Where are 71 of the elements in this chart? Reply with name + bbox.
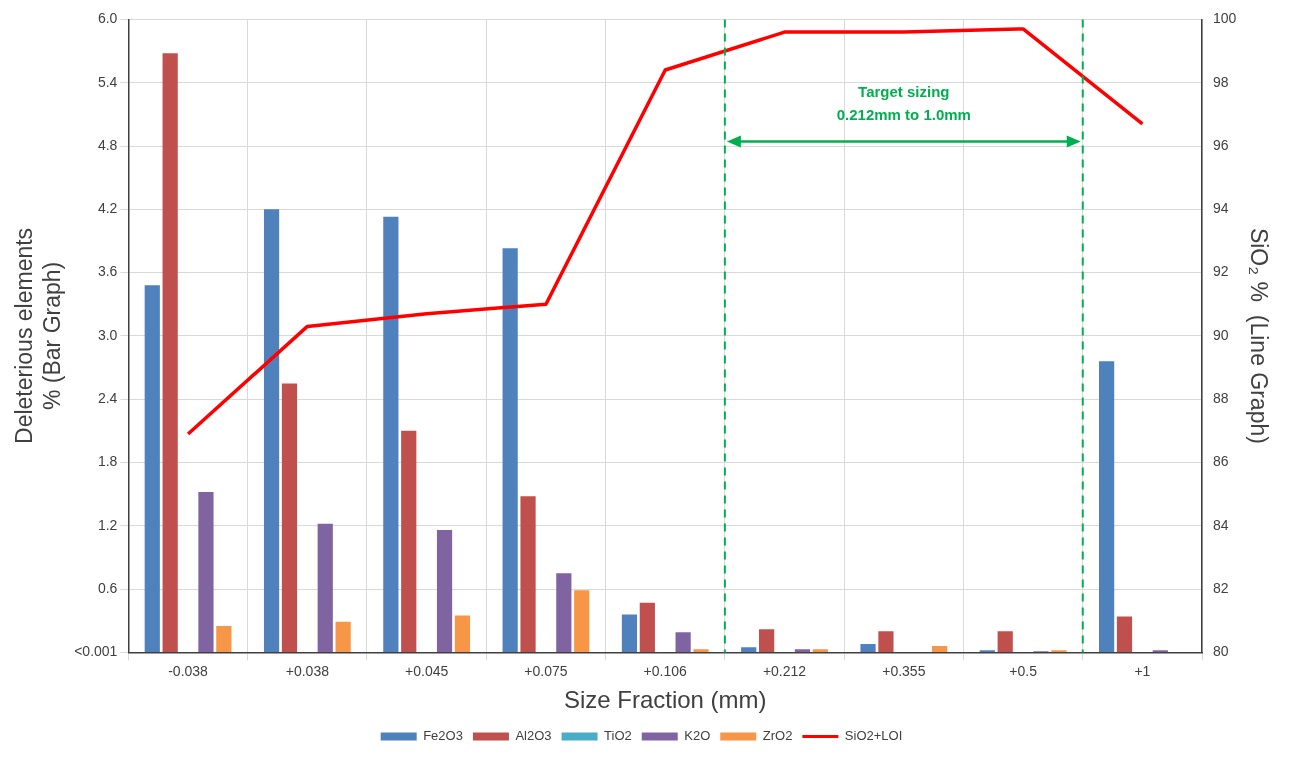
x-tick-label: +0.038 <box>285 662 330 679</box>
y2-tick-label: 88 <box>1213 390 1229 407</box>
bar <box>454 615 471 652</box>
bar <box>317 523 333 652</box>
bar <box>741 647 757 652</box>
annotation: Target sizing 0.212mm to 1.0mm <box>836 82 971 123</box>
legend-label: K2O <box>684 728 711 744</box>
bar <box>1116 616 1133 652</box>
bar <box>401 430 417 652</box>
x-tick-label: +1 <box>1134 662 1151 679</box>
bar <box>759 629 775 652</box>
y2-tick-label: 82 <box>1213 579 1229 596</box>
y2-axis-title: SiO₂ % (Line Graph) <box>1245 227 1272 444</box>
y2-tick-label: 98 <box>1213 73 1229 90</box>
bar <box>794 649 811 652</box>
x-tick-label: +0.212 <box>762 662 807 679</box>
y2-tick-label: 94 <box>1213 200 1229 217</box>
y-tick-label: 4.8 <box>97 136 118 153</box>
x-tick-label: -0.038 <box>168 662 209 679</box>
bar <box>383 216 399 652</box>
y-tick-label: 5.4 <box>97 73 118 90</box>
y-tick-label: <0.001 <box>74 643 118 660</box>
bar <box>621 614 638 652</box>
legend-label: Fe2O3 <box>423 728 463 744</box>
bar <box>675 632 691 652</box>
y-tick-label: 2.4 <box>97 390 118 407</box>
y-axis-title: Deleterious elements % (Bar Graph) <box>11 227 65 444</box>
bar <box>216 626 232 652</box>
bar <box>812 649 828 652</box>
y-tick-label: 4.2 <box>97 200 118 217</box>
bar <box>639 602 655 652</box>
bar <box>693 649 709 652</box>
y-tick-label: 1.8 <box>97 453 118 470</box>
bar <box>281 383 298 652</box>
legend-label: TiO2 <box>604 728 632 744</box>
x-tick-label: +0.5 <box>1009 662 1038 679</box>
y-tick-label: 1.2 <box>97 516 118 533</box>
y-tick-label: 6.0 <box>97 10 118 27</box>
bar <box>1099 361 1115 652</box>
bar <box>520 496 536 652</box>
y2-tick-label: 100 <box>1213 10 1237 27</box>
bar <box>878 631 894 652</box>
bar <box>860 643 876 652</box>
bar <box>144 285 160 652</box>
bar <box>335 621 351 652</box>
y-tick-label: 3.0 <box>97 326 118 343</box>
y2-tick-label: 90 <box>1213 326 1229 343</box>
bar <box>162 53 178 652</box>
bar <box>556 573 572 652</box>
x-tick-label: +0.355 <box>882 662 926 679</box>
y2-tick-label: 80 <box>1213 643 1229 660</box>
x-axis-title: Size Fraction (mm) <box>563 686 767 714</box>
bar <box>198 492 214 652</box>
bar <box>997 631 1013 652</box>
x-tick-label: +0.075 <box>524 662 568 679</box>
bar <box>931 646 948 652</box>
y-tick-label: 0.6 <box>97 579 118 596</box>
bar <box>263 209 280 652</box>
x-tick-label: +0.106 <box>643 662 688 679</box>
legend-label: ZrO2 <box>762 728 793 744</box>
y-tick-label: 3.6 <box>97 263 118 280</box>
x-tick-label: +0.045 <box>405 662 449 679</box>
bar <box>574 590 590 652</box>
y2-tick-label: 86 <box>1213 453 1229 470</box>
bar <box>502 248 518 652</box>
legend-label: SiO2+LOI <box>844 728 903 744</box>
bar <box>436 530 453 652</box>
y2-tick-label: 84 <box>1213 516 1229 533</box>
y2-tick-label: 96 <box>1213 136 1229 153</box>
legend-label: Al2O3 <box>515 728 552 744</box>
y2-tick-label: 92 <box>1213 263 1229 280</box>
